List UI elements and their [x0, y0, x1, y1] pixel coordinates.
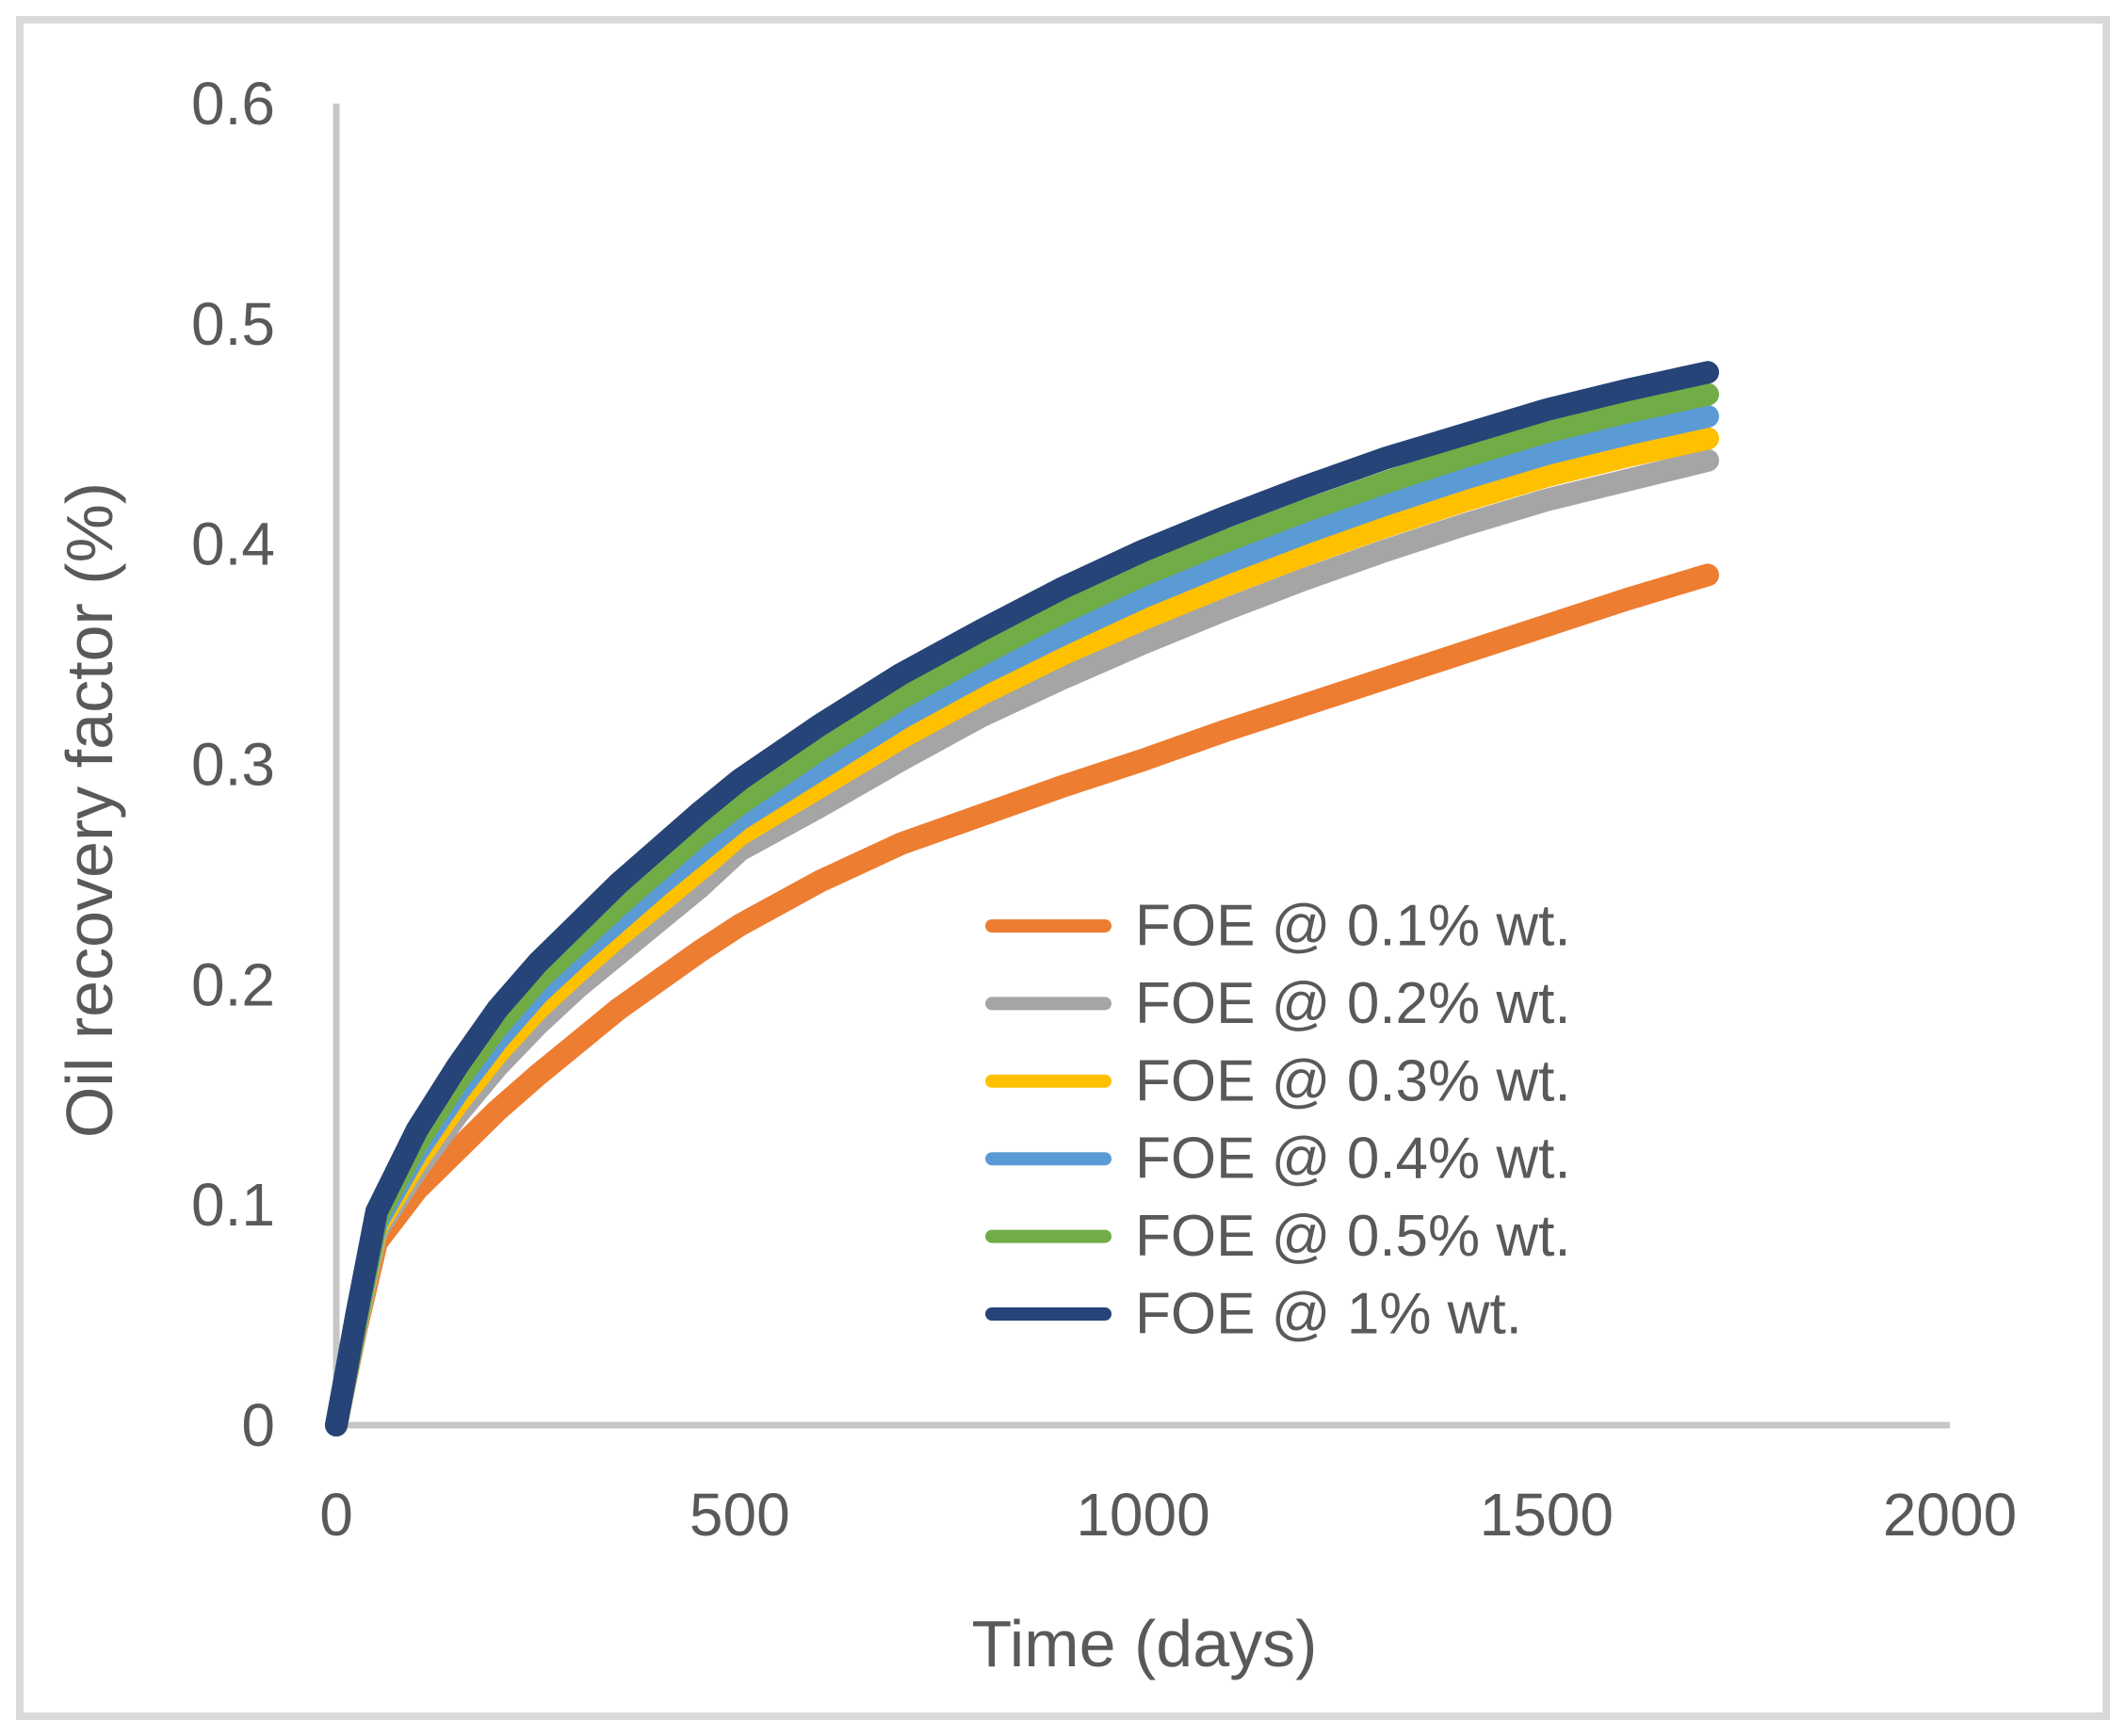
y-tick-label: 0.1	[191, 1171, 275, 1239]
x-tick-label: 0	[319, 1481, 353, 1549]
legend-label: FOE @ 1% wt.	[1135, 1282, 1522, 1347]
legend-label: FOE @ 0.5% wt.	[1135, 1204, 1571, 1269]
legend-label: FOE @ 0.2% wt.	[1135, 971, 1571, 1036]
y-tick-label: 0.2	[191, 950, 275, 1018]
x-tick-label: 1500	[1480, 1481, 1614, 1549]
x-tick-label: 2000	[1883, 1481, 2017, 1549]
series-line-0	[325, 563, 1719, 1436]
legend: FOE @ 0.1% wt. FOE @ 0.2% wt. FOE @ 0.3% w…	[985, 894, 1571, 1347]
legend-item: FOE @ 0.3% wt.	[985, 1048, 1571, 1113]
figure-border	[16, 16, 2110, 1720]
x-tick-labels: 0 500 1000 1500 2000	[319, 1481, 2017, 1549]
series-group	[325, 361, 1719, 1436]
x-axis-title: Time (days)	[972, 1607, 1318, 1680]
legend-label: FOE @ 0.4% wt.	[1135, 1127, 1571, 1192]
legend-item: FOE @ 0.2% wt.	[985, 971, 1571, 1036]
y-tick-label: 0.4	[191, 511, 275, 578]
legend-item: FOE @ 0.5% wt.	[985, 1204, 1571, 1269]
y-tick-label: 0.5	[191, 290, 275, 358]
x-tick-label: 500	[690, 1481, 790, 1549]
legend-item: FOE @ 0.4% wt.	[985, 1127, 1571, 1192]
y-tick-label: 0	[241, 1391, 275, 1459]
x-tick-label: 1000	[1076, 1481, 1209, 1549]
legend-label: FOE @ 0.1% wt.	[1135, 894, 1571, 959]
y-tick-labels: 0 0.1 0.2 0.3 0.4 0.5 0.6	[191, 70, 275, 1459]
legend-label: FOE @ 0.3% wt.	[1135, 1048, 1571, 1113]
y-tick-label: 0.3	[191, 731, 275, 799]
y-axis-title: Oil recovery factor (%)	[53, 482, 126, 1138]
legend-item: FOE @ 1% wt.	[985, 1282, 1522, 1347]
series-line-5	[325, 361, 1719, 1436]
legend-item: FOE @ 0.1% wt.	[985, 894, 1571, 959]
y-tick-label: 0.6	[191, 70, 275, 138]
